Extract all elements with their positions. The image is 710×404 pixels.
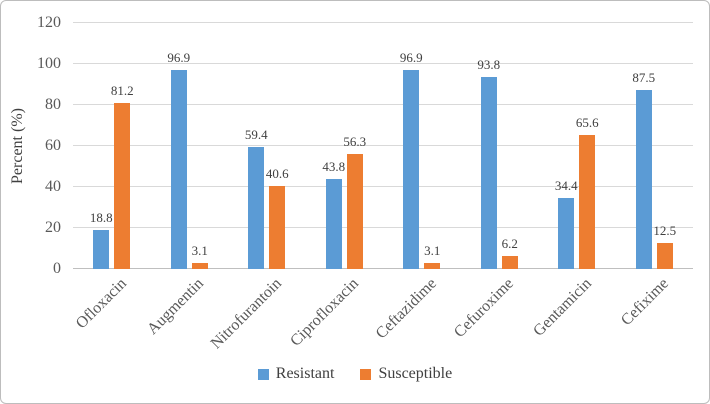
bar-resistant-ciprofloxacin: 43.8 — [322, 159, 345, 269]
gridline-100 — [73, 63, 693, 64]
bar-susceptible-ciprofloxacin: 56.3 — [343, 134, 366, 269]
y-tick-label-40: 40 — [45, 178, 61, 195]
data-label-resistant-cefuroxime: 93.8 — [477, 56, 501, 72]
legend-item-resistant: Resistant — [257, 365, 335, 383]
bar-resistant-nitrofurantoin: 59.4 — [245, 127, 268, 269]
bar-susceptible-ofloxacin: 81.2 — [111, 83, 134, 269]
bar-group-ofloxacin: 18.8 81.2 — [73, 23, 151, 269]
data-label-susceptible-ceftazidime: 3.1 — [424, 242, 441, 258]
bar-susceptible-nitrofurantoin: 40.6 — [266, 166, 289, 269]
y-tick-label-80: 80 — [45, 96, 61, 113]
bar-susceptible-cefixime: 12.5 — [653, 223, 676, 269]
legend-label-susceptible: Susceptible — [378, 365, 453, 382]
legend-label-resistant: Resistant — [275, 365, 335, 382]
y-tick-label-100: 100 — [37, 55, 61, 72]
bar-group-cefixime: 87.5 12.5 — [616, 23, 694, 269]
bar-group-nitrofurantoin: 59.4 40.6 — [228, 23, 306, 269]
legend: Resistant Susceptible — [1, 365, 709, 383]
plot-area: 18.8 81.2 96.9 3.1 59.4 40.6 43.8 56.3 96.9 3.1 93… — [73, 22, 694, 269]
bar-resistant-augmentin: 96.9 — [167, 50, 190, 269]
data-label-resistant-cefixime: 87.5 — [632, 69, 656, 85]
legend-swatch-susceptible — [360, 368, 372, 380]
data-label-susceptible-cefuroxime: 6.2 — [501, 236, 518, 252]
data-label-susceptible-ciprofloxacin: 56.3 — [343, 133, 367, 149]
legend-item-susceptible: Susceptible — [360, 365, 452, 383]
gridline-60 — [73, 145, 693, 146]
bar-group-gentamicin: 34.4 65.6 — [538, 23, 616, 269]
bar-resistant-cefixime: 87.5 — [632, 70, 655, 269]
gridline-80 — [73, 104, 693, 105]
data-label-resistant-ofloxacin: 18.8 — [89, 210, 113, 226]
y-tick-label-120: 120 — [37, 14, 61, 31]
data-label-susceptible-gentamicin: 65.6 — [575, 114, 599, 130]
data-label-resistant-ceftazidime: 96.9 — [399, 50, 423, 66]
bar-resistant-ofloxacin: 18.8 — [90, 210, 113, 269]
gridline-20 — [73, 227, 693, 228]
bar-group-augmentin: 96.9 3.1 — [151, 23, 229, 269]
data-label-resistant-nitrofurantoin: 59.4 — [244, 127, 268, 143]
data-label-susceptible-augmentin: 3.1 — [191, 242, 208, 258]
bar-susceptible-cefuroxime: 6.2 — [502, 236, 518, 269]
y-tick-label-60: 60 — [45, 137, 61, 154]
data-label-susceptible-nitrofurantoin: 40.6 — [265, 165, 289, 181]
x-axis-line — [73, 268, 693, 269]
gridline-40 — [73, 186, 693, 187]
legend-swatch-resistant — [257, 368, 269, 380]
y-tick-label-20: 20 — [45, 219, 61, 236]
bar-resistant-gentamicin: 34.4 — [555, 178, 578, 269]
bar-susceptible-gentamicin: 65.6 — [576, 115, 599, 269]
gridline-120 — [73, 22, 693, 23]
data-label-resistant-ciprofloxacin: 43.8 — [322, 159, 346, 175]
data-label-resistant-augmentin: 96.9 — [167, 50, 191, 66]
data-label-resistant-gentamicin: 34.4 — [554, 178, 578, 194]
data-label-susceptible-ofloxacin: 81.2 — [110, 82, 134, 98]
bar-resistant-ceftazidime: 96.9 — [400, 50, 423, 269]
bar-resistant-cefuroxime: 93.8 — [477, 57, 500, 269]
bar-group-ceftazidime: 96.9 3.1 — [383, 23, 461, 269]
data-label-susceptible-cefixime: 12.5 — [653, 223, 677, 239]
bar-group-ciprofloxacin: 43.8 56.3 — [306, 23, 384, 269]
y-tick-label-0: 0 — [53, 260, 61, 277]
bar-susceptible-augmentin: 3.1 — [192, 243, 208, 269]
bar-susceptible-ceftazidime: 3.1 — [424, 243, 440, 269]
bar-group-cefuroxime: 93.8 6.2 — [461, 23, 539, 269]
